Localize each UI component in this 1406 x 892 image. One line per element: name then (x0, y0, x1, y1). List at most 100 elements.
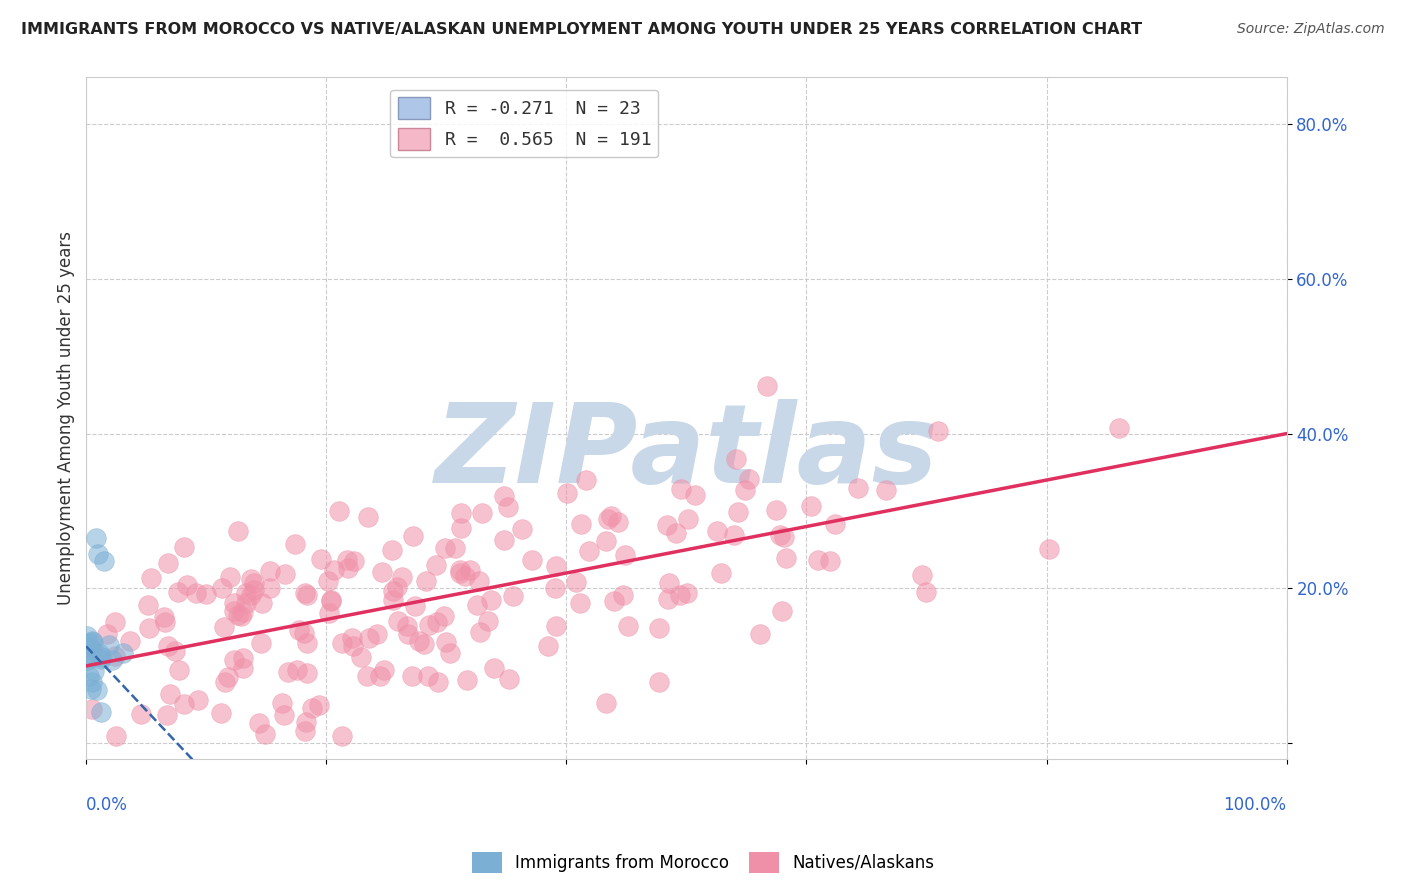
Point (194, 587, 217, 601)
Point (250, 596, 273, 610)
Point (658, 576, 681, 591)
Point (285, 664, 308, 678)
Point (669, 483, 692, 497)
Point (676, 512, 699, 526)
Point (167, 663, 190, 677)
Text: 100.0%: 100.0% (1223, 797, 1286, 814)
Point (186, 586, 208, 600)
Point (173, 697, 195, 711)
Point (342, 639, 364, 653)
Point (270, 696, 292, 710)
Point (176, 578, 198, 592)
Point (222, 604, 245, 618)
Point (77, 636, 100, 650)
Text: Source: ZipAtlas.com: Source: ZipAtlas.com (1237, 22, 1385, 37)
Point (433, 541, 456, 555)
Point (239, 588, 262, 602)
Point (498, 672, 520, 686)
Point (321, 594, 343, 608)
Point (87, 547, 110, 561)
Point (250, 636, 273, 650)
Point (284, 537, 307, 551)
Point (104, 649, 127, 664)
Point (90, 652, 112, 666)
Point (512, 522, 534, 536)
Point (309, 551, 332, 566)
Point (224, 653, 246, 667)
Text: ZIPatlas: ZIPatlas (434, 399, 938, 506)
Point (79, 640, 101, 654)
Point (910, 567, 932, 582)
Point (165, 643, 187, 657)
Point (129, 707, 152, 722)
Point (336, 552, 359, 566)
Point (368, 668, 391, 682)
Point (319, 592, 342, 607)
Point (598, 512, 620, 526)
Point (80, 682, 103, 697)
Point (136, 599, 159, 613)
Point (214, 675, 236, 690)
Point (657, 592, 679, 607)
Point (418, 618, 440, 632)
Point (655, 517, 678, 532)
Point (111, 646, 134, 660)
Point (427, 674, 450, 689)
Point (444, 541, 467, 555)
Point (749, 627, 772, 641)
Point (318, 607, 340, 621)
Legend: R = -0.271  N = 23, R =  0.565  N = 191: R = -0.271 N = 23, R = 0.565 N = 191 (391, 90, 658, 157)
Point (159, 687, 181, 701)
Point (297, 666, 319, 681)
Point (104, 729, 127, 743)
Point (187, 693, 209, 707)
Point (668, 588, 690, 602)
Point (232, 605, 254, 619)
Point (382, 593, 405, 607)
Point (224, 596, 246, 610)
Point (408, 633, 430, 648)
Point (1038, 541, 1060, 556)
Point (724, 452, 747, 467)
Point (101, 653, 124, 667)
Point (578, 544, 600, 558)
Text: IMMIGRANTS FROM MOROCCO VS NATIVE/ALASKAN UNEMPLOYMENT AMONG YOUTH UNDER 25 YEAR: IMMIGRANTS FROM MOROCCO VS NATIVE/ALASKA… (21, 22, 1142, 37)
Point (477, 615, 499, 629)
Point (772, 530, 794, 544)
Point (292, 625, 315, 640)
Point (607, 515, 630, 529)
Point (710, 566, 733, 581)
Point (425, 558, 447, 572)
Point (337, 561, 360, 575)
Point (468, 574, 491, 588)
Point (574, 473, 596, 487)
Point (544, 582, 567, 596)
Point (226, 524, 249, 538)
Point (439, 646, 461, 660)
Point (277, 665, 299, 680)
Point (295, 636, 318, 650)
Y-axis label: Unemployment Among Youth under 25 years: Unemployment Among Youth under 25 years (58, 231, 75, 605)
Point (612, 588, 634, 602)
Point (212, 620, 235, 634)
Point (402, 529, 425, 543)
Point (387, 614, 409, 628)
Point (648, 674, 671, 689)
Point (301, 700, 323, 714)
Point (153, 610, 176, 624)
Point (79, 669, 101, 683)
Point (247, 716, 270, 731)
Point (434, 634, 457, 648)
Point (502, 589, 524, 603)
Point (665, 526, 688, 541)
Point (449, 566, 471, 580)
Point (818, 553, 841, 567)
Point (76, 653, 98, 667)
Point (569, 516, 592, 531)
Point (98, 638, 121, 652)
Point (846, 481, 869, 495)
Point (242, 582, 264, 597)
Point (381, 584, 404, 599)
Point (450, 506, 472, 520)
Point (770, 604, 793, 618)
